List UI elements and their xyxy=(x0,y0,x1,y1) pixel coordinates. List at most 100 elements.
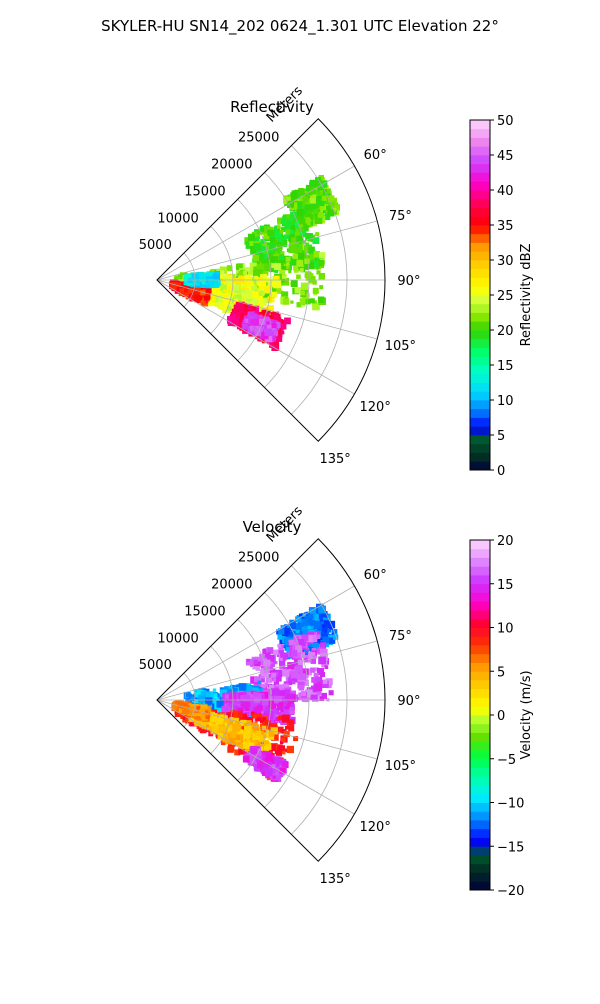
echo-gate xyxy=(282,645,286,649)
echo-gate xyxy=(184,274,192,282)
echo-gate xyxy=(310,667,316,673)
echo-gate xyxy=(242,282,250,290)
echo-gate xyxy=(235,294,242,300)
echo-gate xyxy=(264,719,271,727)
echo-gate xyxy=(192,712,197,717)
echo-gate xyxy=(239,729,243,734)
echo-gate xyxy=(323,620,329,625)
figure-title: SKYLER-HU SN14_202 0624_1.301 UTC Elevat… xyxy=(101,17,499,36)
echo-gate xyxy=(312,237,320,244)
echo-gate xyxy=(304,254,308,259)
echo-gate xyxy=(303,245,312,254)
echo-gate xyxy=(242,300,248,305)
echo-gate xyxy=(261,298,267,303)
echo-gate xyxy=(322,624,326,628)
echo-gate xyxy=(296,235,304,243)
radial-tick-label: 5000 xyxy=(139,238,172,253)
echo-gate xyxy=(200,708,205,713)
echo-gate xyxy=(245,658,253,666)
azimuth-tick-label: 105° xyxy=(385,339,416,354)
echo-gate xyxy=(207,298,216,307)
echo-gate xyxy=(235,742,241,747)
colorbar-segment xyxy=(470,172,490,182)
echo-gate xyxy=(254,661,261,668)
echo-gate xyxy=(281,750,286,755)
echo-gate xyxy=(288,631,293,636)
echo-gate xyxy=(256,263,264,271)
colorbar-segment xyxy=(470,426,490,436)
colorbar-segment xyxy=(470,881,490,891)
echo-gate xyxy=(271,323,277,329)
azimuth-tick-label: 120° xyxy=(360,400,391,415)
echo-gate xyxy=(304,217,311,224)
echo-gate xyxy=(275,750,283,757)
azimuth-tick-label: 135° xyxy=(319,452,350,467)
echo-gate xyxy=(302,294,310,302)
echo-gate xyxy=(312,694,318,701)
echo-gate xyxy=(275,675,282,682)
echo-gate xyxy=(327,209,335,217)
echo-gate xyxy=(268,668,273,674)
echo-gate xyxy=(232,312,241,320)
echo-gate xyxy=(319,648,328,657)
echo-gate xyxy=(250,300,259,309)
echo-gate xyxy=(277,225,281,229)
echo-gate xyxy=(293,736,299,742)
echo-gate xyxy=(241,291,245,295)
echo-gate xyxy=(277,715,283,721)
echo-gate xyxy=(249,241,255,246)
echo-gate xyxy=(265,744,272,751)
echo-gate xyxy=(299,221,305,227)
echo-gate xyxy=(279,701,284,707)
echo-gate xyxy=(221,284,227,290)
echo-gate xyxy=(292,253,298,260)
echo-gate xyxy=(258,294,263,299)
colorbar-segment xyxy=(470,190,490,200)
colorbar-segment xyxy=(470,601,490,611)
echo-gate xyxy=(302,628,309,635)
colorbar-segment xyxy=(470,207,490,217)
echo-gate xyxy=(290,192,298,200)
echo-region xyxy=(242,745,289,782)
echo-gate xyxy=(265,762,270,768)
colorbar-segment xyxy=(470,233,490,243)
echo-gate xyxy=(205,692,211,697)
echo-gate xyxy=(180,705,185,710)
echo-gate xyxy=(295,225,303,233)
colorbar-tick-label: −15 xyxy=(497,840,524,855)
echo-gate xyxy=(283,197,291,205)
echo-gate xyxy=(250,676,258,684)
echo-gate xyxy=(300,282,309,290)
echo-gate xyxy=(313,672,319,678)
echo-gate xyxy=(266,242,275,251)
echo-gate xyxy=(263,263,272,272)
echo-gate xyxy=(313,622,321,629)
echo-gate xyxy=(190,699,196,705)
echo-gate xyxy=(181,706,190,714)
echo-gate xyxy=(231,308,238,315)
echo-gate xyxy=(305,198,312,205)
echo-gate xyxy=(279,659,286,666)
echo-gate xyxy=(227,686,233,691)
echo-gate xyxy=(257,682,262,687)
echo-gate xyxy=(311,677,317,683)
echo-gate xyxy=(191,287,195,291)
echo-gate xyxy=(227,316,235,324)
echo-gate xyxy=(303,695,310,703)
echo-gate xyxy=(221,705,230,714)
echo-gate xyxy=(290,703,295,708)
radial-tick-label: 20000 xyxy=(211,158,252,173)
echo-gate xyxy=(328,196,334,203)
echo-gate xyxy=(260,717,267,724)
azimuth-tick-label: 60° xyxy=(364,148,387,163)
echo-gate xyxy=(294,263,298,267)
echo-gate xyxy=(264,328,272,336)
echo-gate xyxy=(253,322,260,329)
echo-gate xyxy=(194,295,201,302)
echo-gate xyxy=(299,298,306,305)
radial-tick-label: 5000 xyxy=(139,658,172,673)
echo-gate xyxy=(277,633,284,640)
echo-gate xyxy=(303,648,309,654)
echo-gate xyxy=(276,704,283,711)
echo-gate xyxy=(320,264,324,269)
